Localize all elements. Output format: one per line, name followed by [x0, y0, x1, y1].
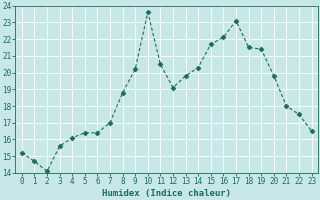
X-axis label: Humidex (Indice chaleur): Humidex (Indice chaleur)	[102, 189, 231, 198]
